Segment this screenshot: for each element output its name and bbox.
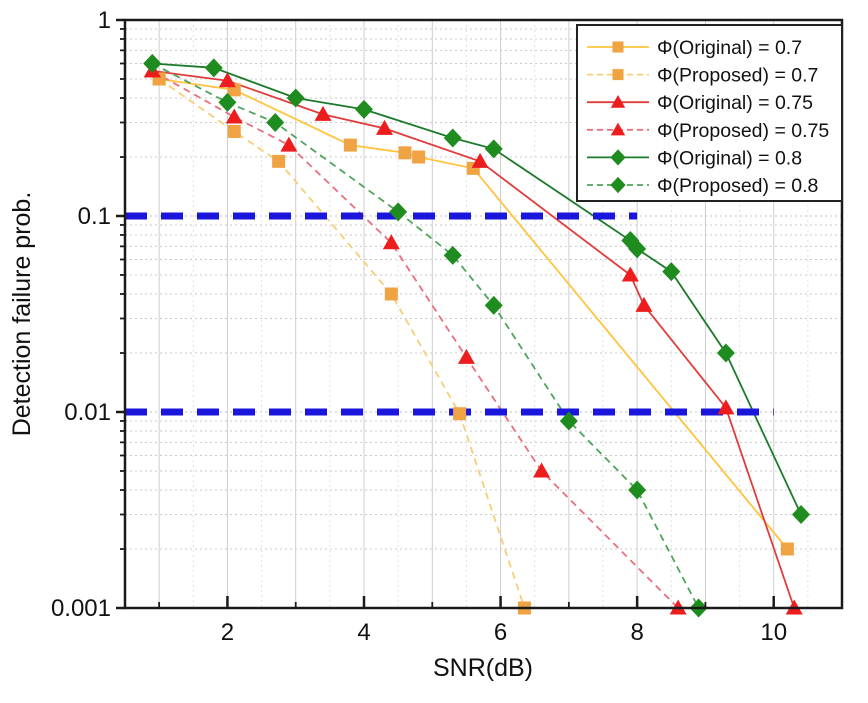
legend-label: Φ(Proposed) = 0.8 — [657, 175, 818, 197]
marker — [533, 462, 551, 478]
marker — [443, 128, 462, 148]
marker — [225, 108, 243, 124]
legend-label: Φ(Proposed) = 0.7 — [657, 65, 818, 87]
marker — [612, 41, 624, 53]
marker — [628, 480, 647, 500]
marker — [621, 266, 639, 282]
marker — [382, 234, 400, 250]
legend-item: Φ(Original) = 0.75 — [587, 92, 813, 114]
legend-item: Φ(Proposed) = 0.75 — [587, 120, 829, 142]
marker — [204, 58, 223, 78]
marker — [143, 53, 162, 73]
marker — [792, 504, 811, 524]
y-tick-label: 0.1 — [78, 203, 111, 230]
marker — [375, 119, 393, 135]
marker — [484, 139, 503, 159]
legend-item: Φ(Original) = 0.8 — [587, 147, 802, 169]
marker — [717, 399, 735, 415]
marker — [559, 411, 578, 431]
marker — [218, 72, 236, 88]
marker — [412, 150, 426, 164]
marker — [716, 343, 735, 363]
gridlines — [125, 20, 842, 608]
marker — [280, 136, 298, 152]
marker — [471, 152, 489, 168]
axes — [116, 18, 844, 610]
x-axis-label: SNR(dB) — [433, 654, 533, 682]
y-tick-label: 1 — [98, 7, 111, 34]
markers-series-1 — [152, 72, 531, 615]
legend-label: Φ(Original) = 0.8 — [657, 147, 802, 169]
y-tick-label: 0.001 — [51, 595, 111, 622]
plot-frame — [123, 18, 844, 610]
marker — [266, 112, 285, 132]
marker — [780, 542, 794, 556]
marker — [218, 92, 237, 112]
markers-series-4 — [143, 53, 811, 524]
markers-series-5 — [143, 53, 708, 618]
marker — [343, 138, 357, 152]
marker — [484, 295, 503, 315]
series-markers — [143, 53, 811, 618]
marker — [610, 149, 626, 166]
legend-label: Φ(Original) = 0.75 — [657, 92, 813, 114]
legend-label: Φ(Original) = 0.7 — [657, 37, 802, 59]
legend-label: Φ(Proposed) = 0.75 — [657, 120, 829, 142]
marker — [662, 262, 681, 282]
marker — [389, 202, 408, 222]
marker — [355, 99, 373, 119]
marker — [453, 407, 467, 421]
x-tick-label: 4 — [357, 619, 370, 646]
y-axis-label: Detection failure prob. — [8, 192, 36, 437]
marker — [227, 124, 241, 138]
legend-item: Φ(Original) = 0.7 — [587, 37, 802, 59]
legend: Φ(Original) = 0.7 Φ(Proposed) = 0.7 Φ(Orig… — [576, 24, 843, 202]
series-line-1 — [158, 78, 526, 609]
x-tick-label: 10 — [760, 619, 787, 646]
tick-labels: 2 4 6 8 10 1 0.1 0.01 0.001 — [51, 7, 787, 646]
marker — [610, 176, 626, 194]
marker — [286, 88, 305, 108]
x-tick-label: 8 — [630, 619, 643, 646]
marker — [610, 94, 626, 108]
legend-item: Φ(Proposed) = 0.8 — [587, 175, 818, 197]
marker — [272, 154, 286, 168]
marker — [457, 348, 475, 364]
series-line-5 — [151, 62, 700, 609]
marker — [443, 245, 462, 265]
marker — [384, 287, 398, 301]
reference-lines — [125, 212, 774, 416]
marker — [612, 69, 624, 81]
marker — [314, 105, 332, 121]
x-tick-label: 2 — [221, 619, 234, 646]
legend-box — [576, 24, 843, 202]
marker — [610, 122, 626, 136]
x-tick-label: 6 — [494, 619, 507, 646]
y-tick-label: 0.01 — [64, 399, 111, 426]
marker — [398, 146, 412, 160]
legend-item: Φ(Proposed) = 0.7 — [587, 65, 818, 87]
marker — [635, 296, 653, 312]
marker — [628, 239, 647, 259]
